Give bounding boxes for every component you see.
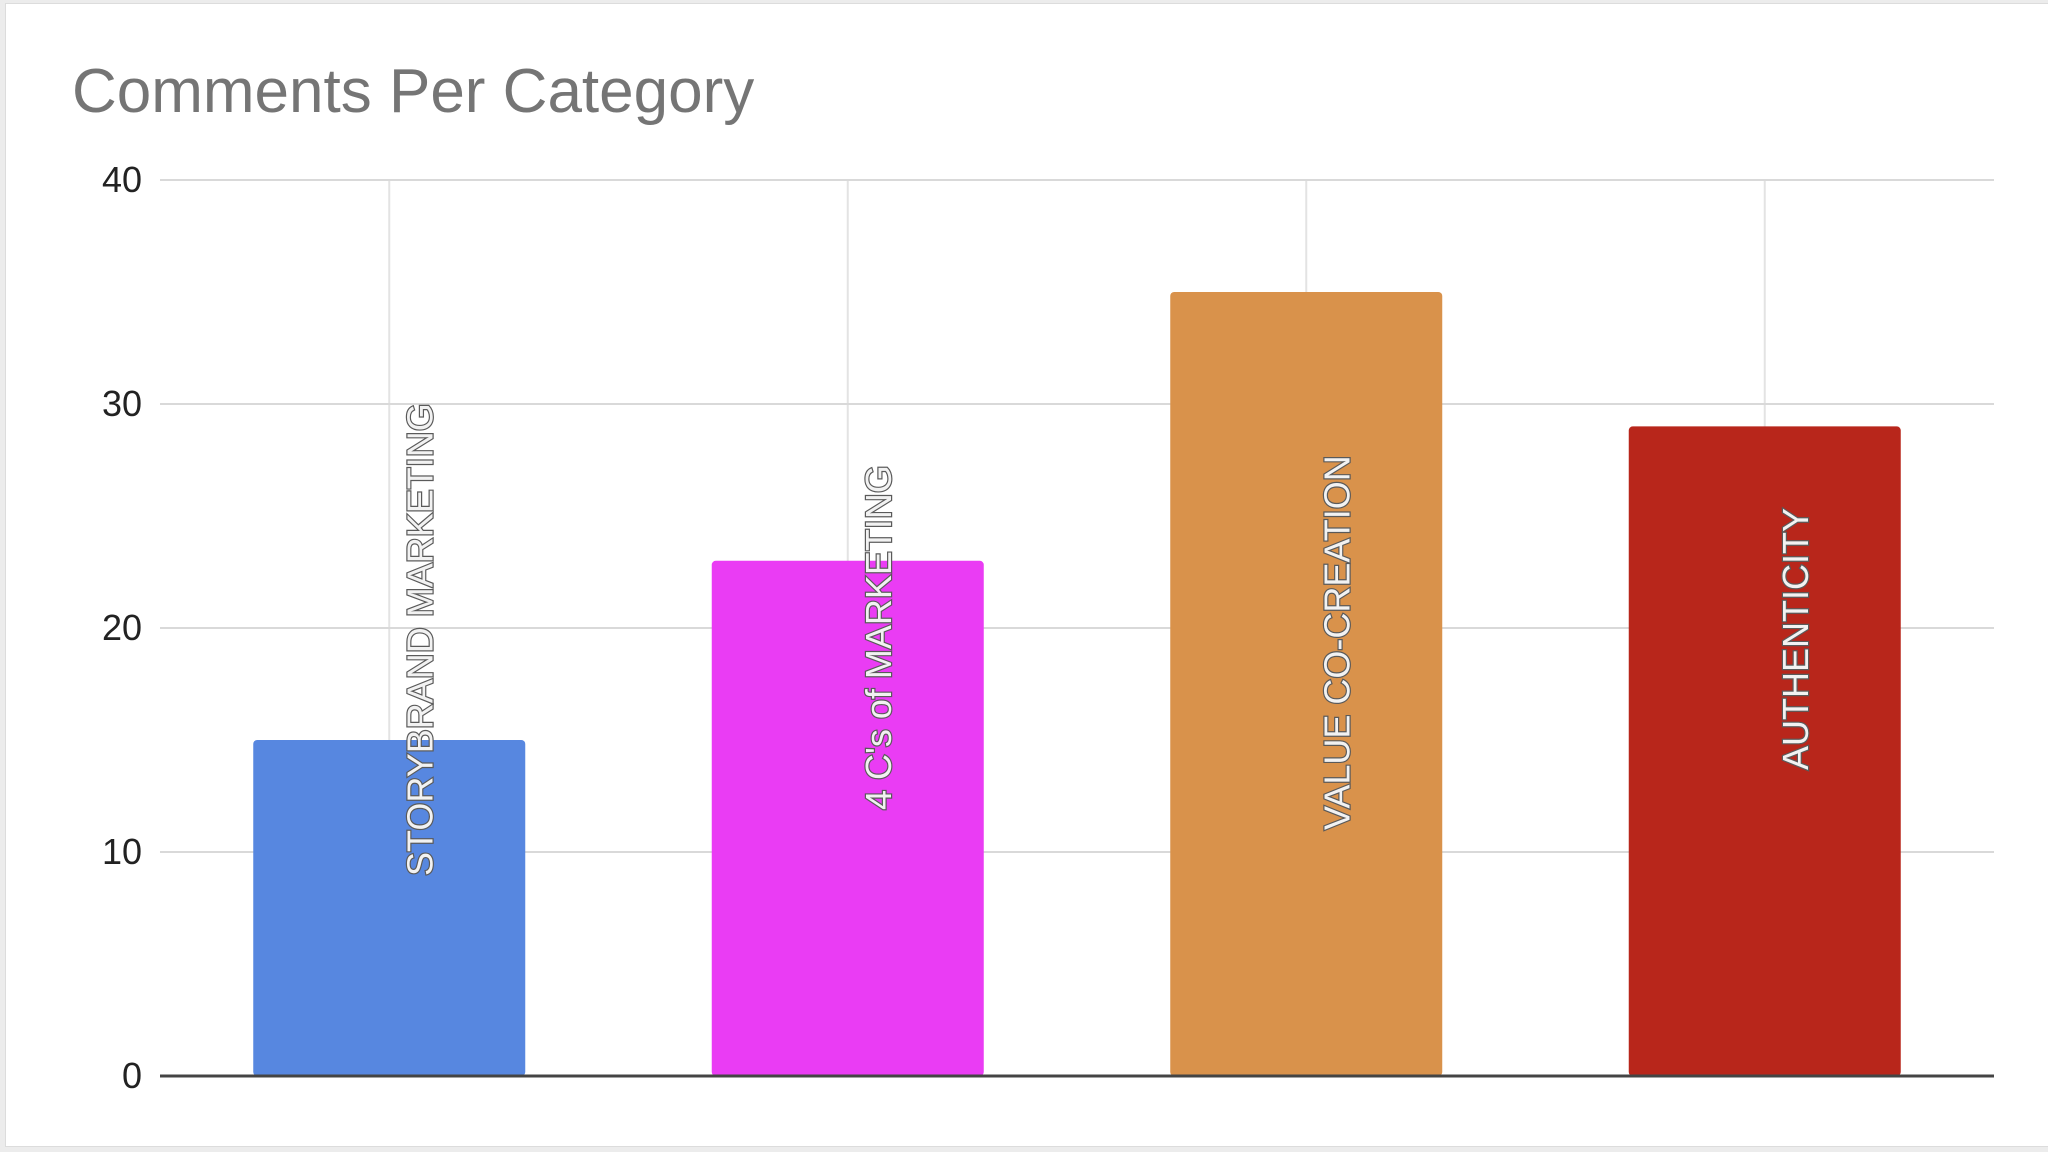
axes: 0 10 20 30 40 bbox=[102, 159, 1994, 1096]
data-labels: STORYBRAND MARKETING 4 C's of MARKETING VA… bbox=[398, 402, 1817, 877]
category-label-3: VALUE CO-CREATION bbox=[1316, 455, 1357, 830]
chart-card: Comments Per Category 0 10 20 30 40 STORYBRA… bbox=[6, 4, 2048, 1146]
category-label-1: STORYBRAND MARKETING bbox=[399, 403, 440, 876]
y-tick-label: 40 bbox=[102, 159, 142, 200]
category-label-2: 4 C's of MARKETING bbox=[858, 465, 899, 810]
category-label-4: AUTHENTICITY bbox=[1775, 508, 1816, 770]
bar-1 bbox=[253, 740, 526, 1076]
bar-4 bbox=[1628, 426, 1901, 1076]
chart-title: Comments Per Category bbox=[72, 57, 755, 126]
bar-chart: 0 10 20 30 40 STORYBRAND MARKETING 4 C's of M… bbox=[102, 159, 1994, 1096]
y-tick-label: 20 bbox=[102, 607, 142, 648]
y-tick-label: 0 bbox=[122, 1055, 142, 1096]
bar-3 bbox=[1170, 292, 1443, 1076]
bars bbox=[253, 292, 1901, 1076]
y-tick-label: 30 bbox=[102, 383, 142, 424]
bar-2 bbox=[711, 560, 984, 1076]
y-tick-label: 10 bbox=[102, 831, 142, 872]
